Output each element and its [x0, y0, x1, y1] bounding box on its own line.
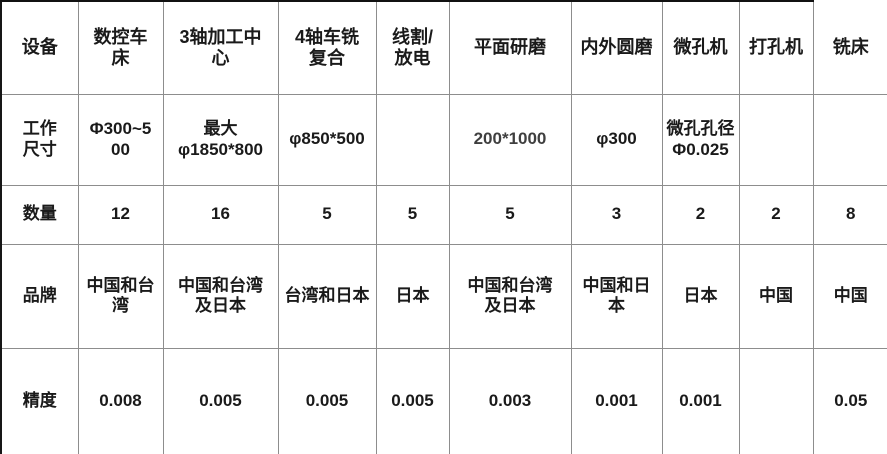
table-cell: 台湾和日本 — [277, 243, 377, 349]
row-label-work-size: 工作 尺寸 — [0, 93, 79, 186]
table-cell: 中国 — [738, 243, 814, 349]
table-cell: 中国和台 湾 — [77, 243, 164, 349]
row-label-precision: 精度 — [0, 347, 79, 454]
table-cell: 0.05 — [812, 347, 887, 454]
table-cell: 0.008 — [77, 347, 164, 454]
row-precision: 精度 0.008 0.005 0.005 0.005 0.003 0.001 0… — [0, 347, 887, 454]
table-cell: Φ300~5 00 — [77, 93, 164, 186]
table-cell: 最大 φ1850*800 — [162, 93, 279, 186]
row-work-size: 工作 尺寸 Φ300~5 00 最大 φ1850*800 φ850*500 20… — [0, 93, 887, 186]
table-cell: 3 — [570, 184, 663, 245]
row-quantity: 数量 12 16 5 5 5 3 2 2 8 — [0, 184, 887, 245]
table-cell: 0.001 — [661, 347, 740, 454]
header-4-axis-turn-mill: 4轴车铣 复合 — [277, 0, 377, 95]
header-3-axis-machining-center: 3轴加工中 心 — [162, 0, 279, 95]
table-cell: 0.005 — [162, 347, 279, 454]
table-cell: 0.001 — [570, 347, 663, 454]
table-cell: 中国和台湾 及日本 — [162, 243, 279, 349]
table-cell: 5 — [448, 184, 572, 245]
table-cell: 日本 — [375, 243, 450, 349]
header-internal-external-grinding: 内外圆磨 — [570, 0, 663, 95]
table-cell: φ300 — [570, 93, 663, 186]
table-cell: 0.005 — [375, 347, 450, 454]
table-cell: 5 — [375, 184, 450, 245]
header-milling-machine: 铣床 — [812, 1, 887, 95]
header-drilling-machine: 打孔机 — [738, 0, 814, 95]
table-cell: 200*1000 — [448, 93, 572, 186]
table-cell: φ850*500 — [277, 93, 377, 186]
table-cell — [738, 347, 814, 454]
table-cell — [738, 93, 814, 186]
header-surface-grinding: 平面研磨 — [448, 0, 572, 95]
row-label-brand: 品牌 — [0, 243, 79, 349]
table-cell: 8 — [812, 184, 887, 245]
table-cell: 中国和台湾 及日本 — [448, 243, 572, 349]
header-micro-hole-machine: 微孔机 — [661, 0, 740, 95]
table-cell: 2 — [738, 184, 814, 245]
table-cell: 0.005 — [277, 347, 377, 454]
table-cell — [812, 93, 887, 186]
table-cell: 12 — [77, 184, 164, 245]
table-cell: 2 — [661, 184, 740, 245]
table-cell: 5 — [277, 184, 377, 245]
table-cell: 微孔孔径 Φ0.025 — [661, 93, 740, 186]
table-cell: 中国 — [812, 243, 887, 349]
table-cell: 中国和日 本 — [570, 243, 663, 349]
row-label-quantity: 数量 — [0, 184, 79, 245]
table-cell: 16 — [162, 184, 279, 245]
header-equipment: 设备 — [0, 0, 79, 95]
table-cell: 0.003 — [448, 347, 572, 454]
table-cell: 日本 — [661, 243, 740, 349]
header-wire-cut-edm: 线割/ 放电 — [375, 0, 450, 95]
row-brand: 品牌 中国和台 湾 中国和台湾 及日本 台湾和日本 日本 中国和台湾 及日本 中… — [0, 243, 887, 349]
table-header-row: 设备 数控车 床 3轴加工中 心 4轴车铣 复合 线割/ 放电 平面研磨 内外圆… — [0, 0, 887, 95]
header-cnc-lathe: 数控车 床 — [77, 0, 164, 95]
table-cell — [375, 93, 450, 186]
